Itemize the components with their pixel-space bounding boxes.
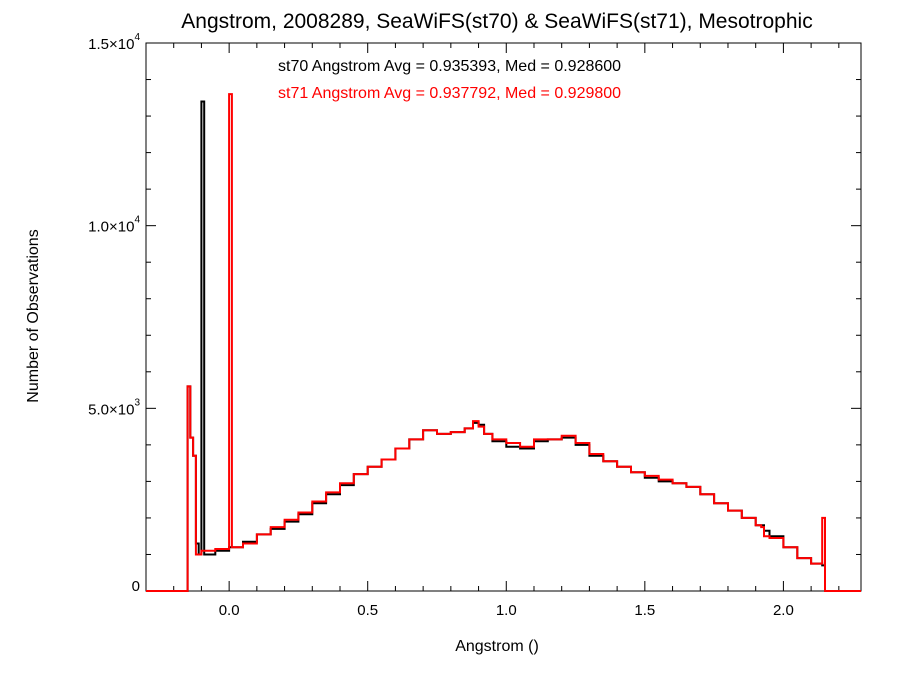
plot-frame — [145, 42, 862, 592]
y-tick-label: 1.0×104 — [88, 215, 140, 236]
series-st71-line — [146, 93, 861, 592]
axis-ticks: 0.0 0.5 1.0 1.5 2.0 0 5.0×103 1.0×104 1.5×104 — [88, 32, 861, 619]
x-tick-label: 0.0 — [219, 602, 240, 619]
annotation-st71: st71 Angstrom Avg = 0.937792, Med = 0.92… — [278, 85, 621, 102]
chart-title: Angstrom, 2008289, SeaWiFS(st70) & SeaWi… — [181, 10, 812, 33]
y-tick-label: 5.0×103 — [88, 397, 140, 418]
annotation-st70: st70 Angstrom Avg = 0.935393, Med = 0.92… — [278, 58, 621, 75]
x-tick-label: 2.0 — [773, 602, 794, 619]
x-tick-label: 0.5 — [357, 602, 378, 619]
x-axis-label: Angstrom () — [455, 638, 539, 655]
y-tick-label: 1.5×104 — [88, 32, 140, 53]
y-tick-label: 0 — [132, 578, 140, 595]
y-axis-label: Number of Observations — [25, 229, 42, 402]
series-lines — [146, 93, 861, 592]
x-tick-label: 1.0 — [496, 602, 517, 619]
x-tick-label: 1.5 — [634, 602, 655, 619]
